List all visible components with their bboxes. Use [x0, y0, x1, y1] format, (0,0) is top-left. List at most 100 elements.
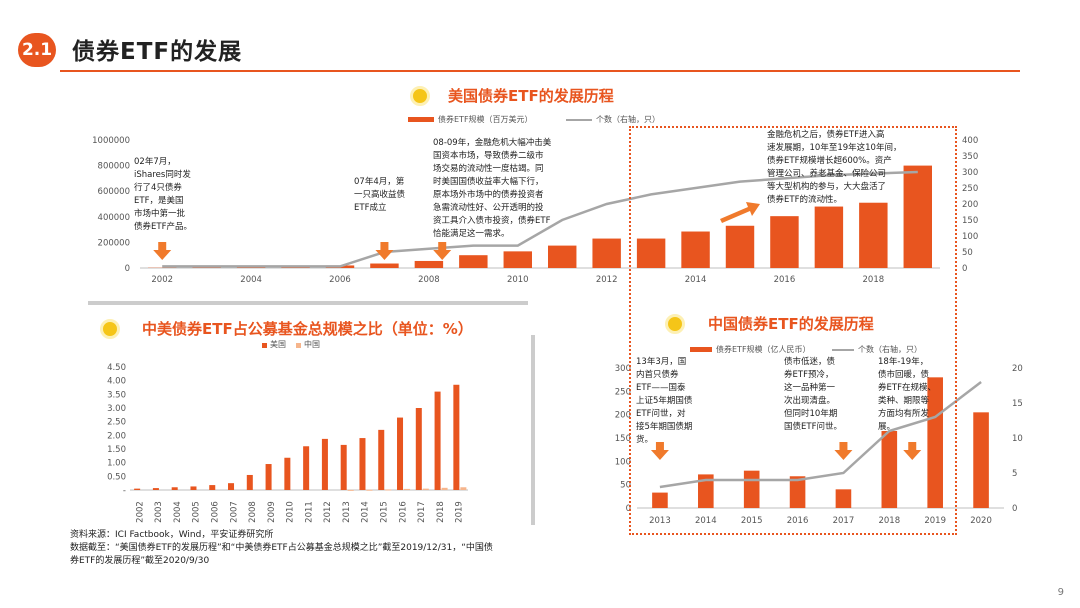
- chart1-bar: [592, 238, 621, 268]
- chart2-xtick: 2009: [267, 501, 277, 523]
- arrow-2002-icon: [153, 242, 172, 260]
- chart2-ytick: 1.50: [107, 445, 126, 455]
- chart2-bar-us: [415, 408, 422, 490]
- chart2-bar-us: [378, 429, 385, 490]
- source-line-1: 资料来源：ICI Factbook，Wind，平安证券研究所: [70, 530, 274, 540]
- chart1-title: 美国债券ETF的发展历程: [448, 87, 614, 105]
- chart1-bar: [370, 263, 399, 268]
- chart1-count-line: [162, 170, 918, 268]
- chart2-legend-us-swatch: [262, 343, 267, 348]
- chart3-ytick-right: 10: [1012, 434, 1023, 444]
- arrow-growth-icon: [720, 202, 760, 223]
- chart3-bar: [698, 474, 714, 508]
- chart2-ytick: 2.00: [107, 431, 126, 441]
- chart3-ytick-right: 0: [1012, 504, 1017, 514]
- chart1-legend-line-label: 个数（右轴，只）: [596, 115, 660, 124]
- source-line-2: 数据截至：“美国债券ETF的发展历程”和“中美债券ETF占公募基金总规模之比”截…: [70, 543, 493, 566]
- arrow-cn-2013-icon: [650, 442, 669, 460]
- highlight-box: [629, 126, 957, 535]
- chart3-bar: [973, 412, 989, 508]
- chart2-bar-us: [453, 384, 460, 490]
- annotation-2002: 02年7月， iShares同时发 行了4只债券 ETF，是美国 市场中第一批 …: [134, 157, 192, 232]
- chart2-bar-cn: [366, 489, 373, 491]
- arrow-cn-2018-icon: [903, 442, 922, 460]
- chart1-bar: [236, 267, 266, 268]
- chart2-xtick: 2007: [229, 501, 239, 523]
- chart2-ytick: 2.50: [107, 418, 126, 428]
- chart2-bar-us: [434, 391, 441, 490]
- annotation-post-crisis: 金融危机之后，债券ETF进入高 速发展期，10年至19年这10年间， 债券ETF…: [767, 130, 902, 205]
- arrow-2008-icon: [433, 242, 452, 260]
- panel-shadow-2: [531, 335, 535, 525]
- chart3-ytick-left: 250: [615, 387, 631, 397]
- chart3-ytick-right: 5: [1012, 469, 1017, 479]
- page-title: 债券ETF的发展: [72, 39, 243, 65]
- annotation-cn-2017: 债市低迷，债 券ETF预冷， 这一品种第一 次出现清盘。 但同时10年期 国债E…: [784, 357, 842, 432]
- chart1-xtick: 2012: [596, 275, 618, 285]
- chart2-legend-us-label: 美国: [270, 340, 286, 349]
- chart2-ytick: -: [123, 486, 126, 496]
- chart2-bar-us: [134, 488, 141, 490]
- chart2-bar-us: [190, 486, 197, 490]
- chart1-bar: [814, 206, 844, 268]
- chart2-bar-us: [152, 488, 159, 490]
- chart2-bar-us: [359, 438, 366, 490]
- chart1-ytick-right: 350: [962, 152, 978, 162]
- chart1-legend-bar-swatch: [408, 117, 434, 122]
- chart2-xtick: 2013: [342, 501, 352, 523]
- chart1-ytick-left: 400000: [98, 213, 130, 223]
- chart1-bullet-icon: [410, 86, 430, 106]
- annotation-2007: 07年4月，第 一只高收益债 ETF成立: [354, 177, 406, 213]
- chart1-xtick: 2014: [685, 275, 707, 285]
- arrow-cn-2017-icon: [834, 442, 853, 460]
- chart1-ytick-right: 100: [962, 232, 978, 242]
- chart2-xtick: 2002: [135, 501, 145, 523]
- chart2-bar-cn: [347, 489, 354, 491]
- chart1-ytick-left: 600000: [98, 187, 130, 197]
- chart3-legend-line-swatch: [832, 349, 854, 351]
- chart2-bar-us: [265, 464, 272, 490]
- chart3-bar: [652, 492, 668, 508]
- chart1-xtick: 2004: [240, 275, 262, 285]
- chart3-xtick: 2017: [833, 516, 855, 526]
- chart2-bar-cn: [404, 488, 411, 490]
- chart2-xtick: 2017: [417, 501, 427, 523]
- chart3-xtick: 2015: [741, 516, 763, 526]
- chart3-xtick: 2019: [924, 516, 946, 526]
- chart3-ytick-right: 20: [1012, 364, 1023, 374]
- chart2-ytick: 3.50: [107, 390, 126, 400]
- chart3-bullet-icon: [665, 314, 685, 334]
- chart2-title: 中美债券ETF占公募基金总规模之比（单位：%）: [142, 320, 473, 338]
- chart1-bar: [414, 260, 444, 268]
- annotation-cn-2013: 13年3月，国 内首只债券 ETF——国泰 上证5年期国债 ETF问世，对 接5…: [636, 357, 693, 445]
- chart2-bar-cn: [441, 487, 448, 490]
- chart2-bar-cn: [385, 489, 392, 491]
- chart3-legend-line-label: 个数（右轴，只）: [858, 345, 922, 354]
- chart2-xtick: 2011: [304, 501, 314, 523]
- chart2-xtick: 2016: [398, 501, 408, 523]
- chart3-xtick: 2020: [970, 516, 992, 526]
- chart2-bar-us: [340, 444, 347, 490]
- title-divider: [60, 70, 1020, 72]
- chart3-title: 中国债券ETF的发展历程: [708, 315, 874, 333]
- chart1-ytick-left: 800000: [98, 162, 130, 172]
- chart2-bar-us: [171, 487, 178, 490]
- chart1-ytick-right: 0: [962, 264, 967, 274]
- chart2-legend-cn-swatch: [296, 343, 301, 348]
- annotation-cn-2018: 18年-19年， 债市回暖，债 券ETF在规模、 类种、期限等 方面均有所发 展…: [878, 357, 936, 432]
- chart1-ytick-right: 150: [962, 216, 978, 226]
- chart3-bar: [927, 377, 943, 508]
- chart2-xtick: 2012: [323, 501, 333, 523]
- chart2-bar-us: [228, 483, 235, 490]
- chart1-ytick-right: 250: [962, 184, 978, 194]
- chart2-bar-us: [397, 417, 404, 490]
- chart1-bar: [503, 251, 532, 268]
- chart3-ytick-left: 0: [626, 504, 631, 514]
- chart1-bar: [903, 165, 932, 268]
- chart2-bar-us: [246, 474, 253, 490]
- chart1-bar: [459, 255, 488, 268]
- chart2-bar-us: [284, 457, 291, 490]
- chart3-xtick: 2014: [695, 516, 717, 526]
- chart2-bar-us: [303, 446, 310, 490]
